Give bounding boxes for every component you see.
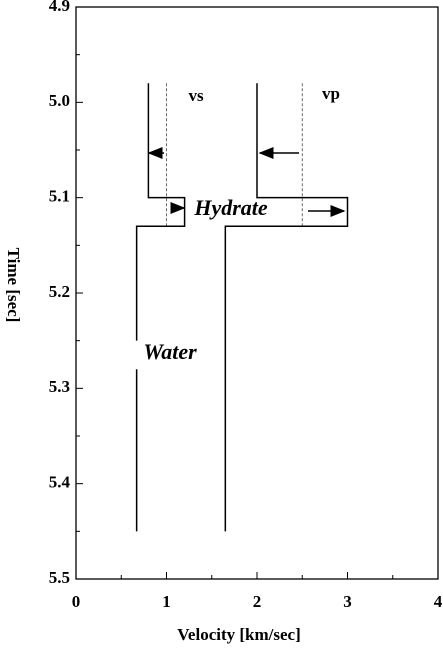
x-axis-label: Velocity [km/sec] — [177, 625, 301, 644]
y-axis-label: Time [sec] — [4, 248, 23, 323]
y-tick-label: 5.5 — [49, 568, 70, 587]
y-tick-label: 5.0 — [49, 91, 70, 110]
annotation: Water — [143, 339, 197, 364]
x-tick-label: 1 — [162, 592, 171, 611]
x-tick-label: 0 — [72, 592, 81, 611]
series-label: vs — [188, 86, 204, 105]
x-tick-label: 3 — [343, 592, 352, 611]
annotation: Hydrate — [193, 195, 268, 220]
series-label: vp — [322, 84, 340, 103]
y-tick-label: 5.4 — [49, 473, 71, 492]
y-tick-label: 5.3 — [49, 377, 70, 396]
y-tick-label: 5.1 — [49, 187, 70, 206]
x-tick-label: 2 — [253, 592, 262, 611]
velocity-line — [224, 83, 349, 532]
x-tick-label: 4 — [434, 592, 443, 611]
y-tick-label: 5.2 — [49, 282, 70, 301]
y-tick-label: 4.9 — [49, 0, 70, 15]
velocity-line — [135, 83, 186, 532]
